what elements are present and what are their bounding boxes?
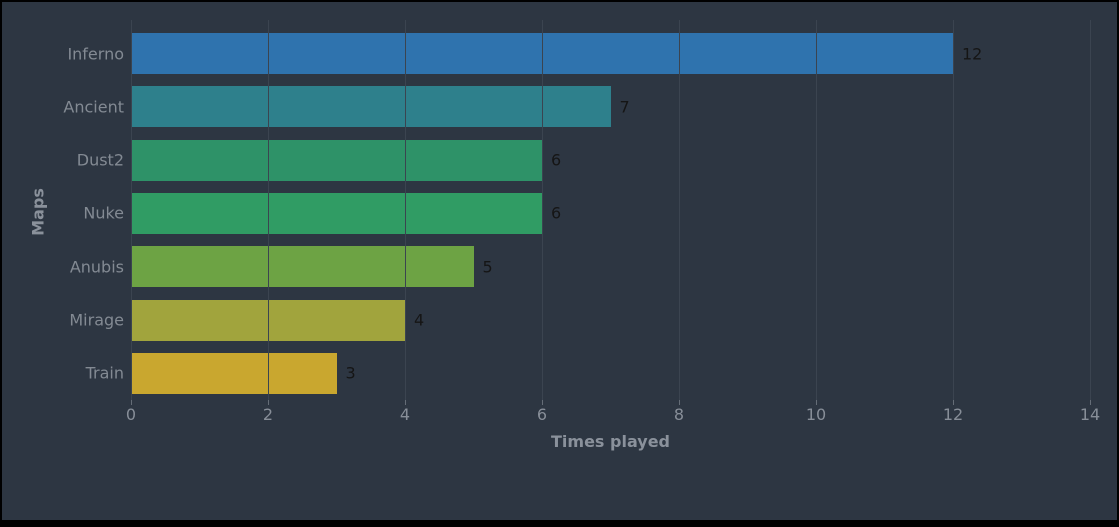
gridline (679, 20, 680, 400)
x-tick-label: 0 (125, 405, 137, 424)
gridline (1090, 20, 1091, 400)
bar-value-label: 6 (551, 203, 562, 223)
y-tick-label: Inferno (67, 44, 124, 63)
tick-mark (816, 400, 817, 405)
x-tick-label: 12 (942, 405, 964, 424)
y-tick-label: Nuke (83, 203, 124, 223)
gridline (268, 20, 269, 400)
bar (131, 139, 542, 181)
y-tick-label: Dust2 (76, 150, 124, 170)
x-tick-label: 8 (673, 405, 685, 424)
tick-mark (131, 400, 132, 405)
gridline (131, 20, 132, 400)
x-tick-label: 14 (1079, 405, 1101, 424)
y-tick-label: Train (85, 363, 124, 383)
gridline (953, 20, 954, 400)
y-tick-label: Ancient (63, 97, 124, 117)
x-tick-label: 4 (399, 405, 411, 424)
bar-value-label: 7 (619, 97, 630, 117)
gridline (542, 20, 543, 400)
tick-mark (1090, 400, 1091, 405)
tick-mark (405, 400, 406, 405)
tick-mark (542, 400, 543, 405)
tick-mark (268, 400, 269, 405)
x-tick-label: 10 (805, 405, 827, 424)
bar (131, 246, 474, 288)
x-tick-label: 6 (536, 405, 548, 424)
bar-value-label: 6 (551, 150, 562, 170)
tick-mark (679, 400, 680, 405)
bar-value-label: 12 (962, 44, 983, 63)
y-tick-label: Anubis (69, 257, 124, 277)
chart-canvas: Maps Times played 0 2 4 6 8 10 12 14 Inferno 12 An… (2, 2, 1117, 520)
y-tick-label: Mirage (69, 310, 124, 330)
bar (131, 352, 337, 394)
bar-value-label: 4 (414, 310, 425, 330)
bar-value-label: 3 (345, 363, 356, 383)
x-tick-label: 2 (262, 405, 274, 424)
gridline (405, 20, 406, 400)
bar (131, 192, 542, 234)
x-axis-title: Times played (551, 432, 670, 451)
tick-mark (953, 400, 954, 405)
bar (131, 86, 611, 128)
gridline (816, 20, 817, 400)
bar-value-label: 5 (482, 257, 493, 277)
